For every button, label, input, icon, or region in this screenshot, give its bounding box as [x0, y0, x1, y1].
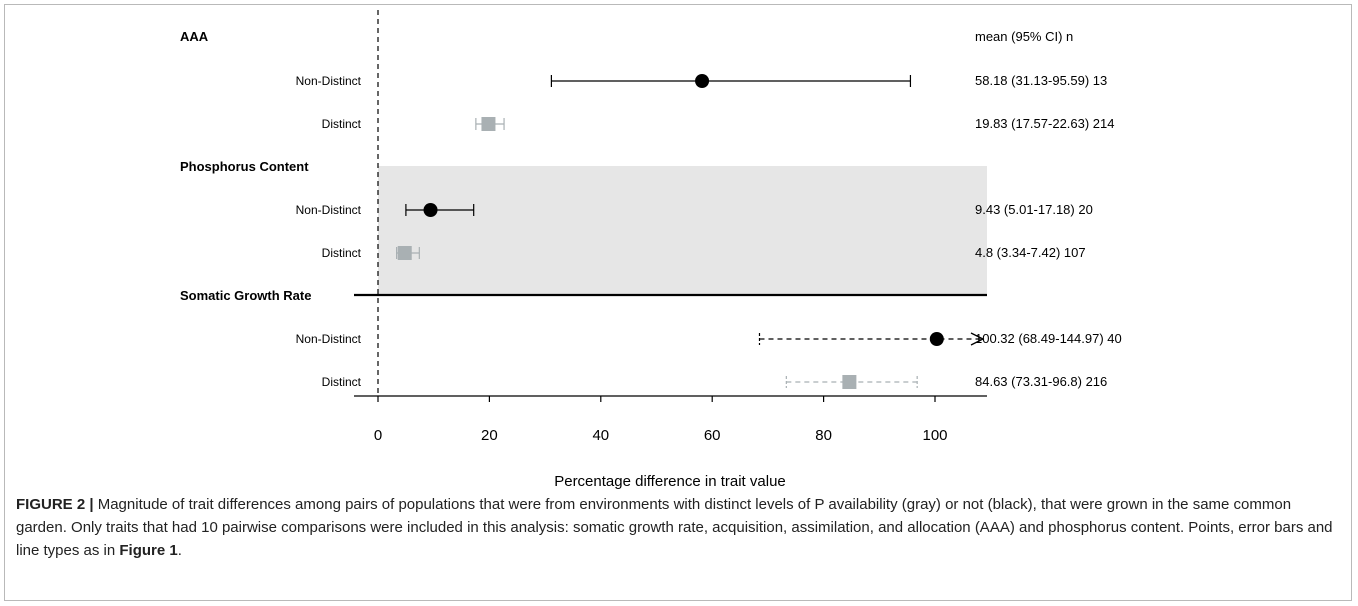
- row-label: Non-Distinct: [296, 203, 362, 217]
- stat-text: 84.63 (73.31-96.8) 216: [975, 374, 1107, 389]
- stat-text: 58.18 (31.13-95.59) 13: [975, 73, 1107, 88]
- x-tick-label: 20: [481, 427, 498, 444]
- row-label: Non-Distinct: [296, 74, 362, 88]
- group-label: AAA: [180, 29, 209, 44]
- stat-text: 4.8 (3.34-7.42) 107: [975, 245, 1086, 260]
- stat-text: 19.83 (17.57-22.63) 214: [975, 116, 1115, 131]
- mean-point: [929, 332, 944, 346]
- row-label: Distinct: [322, 375, 362, 389]
- row-label: Distinct: [322, 246, 362, 260]
- mean-point: [481, 117, 496, 131]
- stat-text: 100.32 (68.49-144.97) 40: [975, 331, 1122, 346]
- mean-point: [397, 246, 412, 260]
- caption-figure-link[interactable]: Figure 1: [119, 542, 178, 559]
- group-label: Somatic Growth Rate: [180, 288, 311, 303]
- stat-text: 9.43 (5.01-17.18) 20: [975, 202, 1093, 217]
- ci-arrow: [970, 332, 985, 346]
- shaded-group-band: [378, 166, 987, 296]
- caption-text-end: .: [177, 542, 182, 559]
- figure-caption: FIGURE 2 | Magnitude of trait difference…: [16, 493, 1346, 562]
- x-tick-label: 60: [704, 427, 721, 444]
- x-tick-label: 100: [922, 427, 947, 444]
- caption-label: FIGURE 2 |: [16, 496, 94, 513]
- mean-point: [842, 375, 857, 389]
- caption-text: Magnitude of trait differences among pai…: [16, 496, 1333, 559]
- group-label: Phosphorus Content: [180, 159, 309, 174]
- row-label: Non-Distinct: [296, 332, 362, 346]
- mean-point: [695, 74, 710, 88]
- row-label: Distinct: [322, 117, 362, 131]
- x-tick-label: 40: [592, 427, 609, 444]
- x-axis-title: Percentage difference in trait value: [554, 473, 786, 490]
- x-tick-label: 80: [815, 427, 832, 444]
- figure-frame: [4, 4, 1352, 601]
- mean-point: [423, 203, 438, 217]
- stats-header: mean (95% CI) n: [975, 29, 1073, 44]
- x-tick-label: 0: [374, 427, 382, 444]
- forest-plot: mean (95% CI) n AAA Non-Distinct 58.18 (31.…: [180, 10, 1122, 490]
